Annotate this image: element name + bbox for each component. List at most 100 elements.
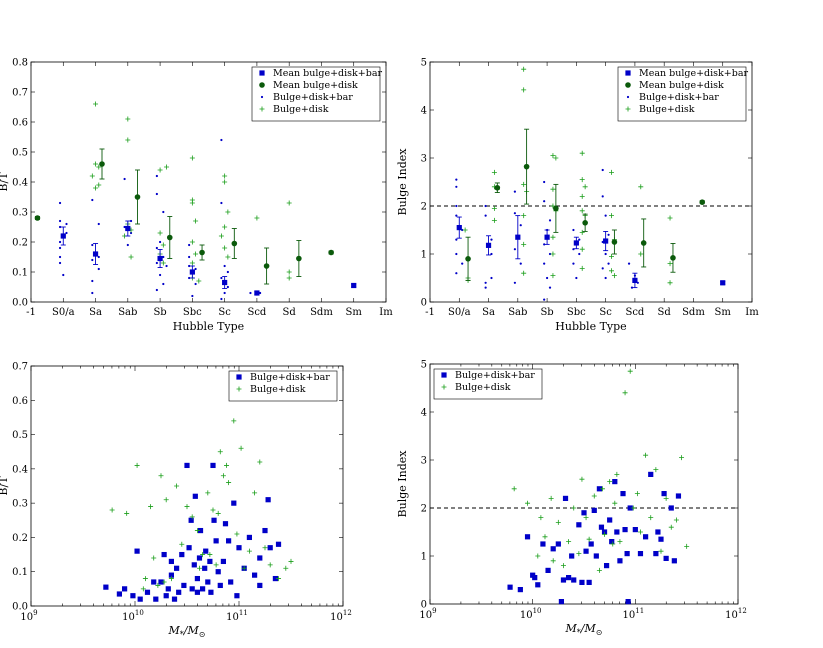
data-point (157, 230, 163, 236)
data-point (103, 584, 109, 590)
data-point (259, 291, 262, 295)
data-point (548, 252, 552, 256)
data-point (513, 212, 516, 215)
data-point (461, 262, 464, 265)
x-tick-exponent: 11 (635, 607, 644, 615)
legend-label: Mean bulge+disk+bar (639, 68, 749, 79)
data-point (262, 545, 268, 551)
data-point (627, 368, 633, 374)
data-point (124, 510, 130, 516)
data-point (456, 225, 462, 231)
legend-frame (617, 66, 747, 122)
data-point (158, 473, 164, 479)
data-point (491, 169, 497, 175)
data-point (168, 572, 174, 578)
data-point (93, 161, 99, 167)
x-axis-label: M*/M⊙ (168, 624, 206, 639)
x-tick-label: Sc (218, 307, 231, 318)
data-point (581, 510, 587, 516)
x-tick-label: Sa (482, 307, 495, 318)
data-point (455, 214, 458, 217)
data-point (484, 204, 487, 208)
data-point (599, 486, 605, 492)
data-point (679, 455, 685, 461)
data-point (162, 282, 165, 286)
series-plus (89, 101, 292, 284)
data-point (130, 593, 136, 599)
legend-label: Bulge+disk (455, 382, 511, 393)
data-point (160, 242, 166, 248)
series-dot (58, 138, 262, 301)
data-point (576, 522, 582, 528)
legend-marker (236, 386, 242, 392)
y-tick-label: 0.5 (12, 430, 28, 441)
x-axis-label: Hubble Type (173, 320, 244, 333)
data-point (148, 504, 154, 510)
x-tick-label: Im (379, 307, 393, 318)
data-point (543, 243, 546, 246)
data-point (579, 476, 585, 482)
x-tick-exponent: 10 (533, 607, 542, 615)
data-point (188, 243, 191, 247)
data-point (122, 586, 128, 592)
data-point (455, 238, 458, 241)
y-tick-label: 0.4 (12, 464, 28, 475)
y-tick-label: 4 (421, 408, 427, 419)
legend-label: Bulge+disk+bar (273, 92, 353, 103)
data-point (222, 224, 228, 230)
data-point (155, 288, 158, 292)
data-point (579, 193, 585, 199)
data-point (257, 459, 263, 465)
data-point (129, 231, 133, 235)
data-point (494, 184, 501, 191)
x-tick-label: Scd (625, 307, 644, 318)
data-point (194, 528, 200, 534)
y-tick-label: 0.5 (12, 148, 28, 159)
data-point (222, 521, 229, 527)
data-point (517, 587, 523, 593)
data-point (272, 575, 278, 582)
data-point (220, 473, 226, 479)
data-point (155, 261, 158, 265)
data-point (511, 486, 517, 492)
data-point (524, 534, 531, 540)
data-point (684, 543, 690, 549)
data-point (663, 555, 669, 561)
data-point (220, 138, 223, 142)
legend-frame (251, 66, 381, 122)
data-point (215, 510, 221, 516)
data-point (607, 233, 610, 236)
data-point (658, 548, 664, 554)
data-point (254, 215, 260, 221)
data-point (484, 214, 487, 217)
data-point (220, 276, 223, 280)
data-point (667, 261, 673, 267)
data-point (553, 205, 559, 212)
data-point (455, 272, 458, 275)
y-axis-label: B/T (0, 172, 10, 192)
data-point (286, 200, 292, 206)
data-point (193, 218, 199, 224)
data-point (137, 596, 143, 602)
data-point (614, 471, 620, 477)
data-point (523, 163, 530, 170)
data-point (608, 213, 614, 219)
data-point (91, 198, 94, 202)
x-label-sun: ⊙ (596, 628, 603, 637)
data-point (200, 586, 206, 592)
data-point (608, 253, 614, 259)
x-tick-exponent: 10 (135, 609, 144, 617)
data-point (608, 268, 614, 274)
data-point (267, 562, 273, 568)
data-point (205, 490, 211, 496)
series-dot (455, 168, 639, 301)
data-point (513, 248, 516, 251)
data-point (569, 553, 575, 559)
data-point (607, 262, 610, 265)
data-point (210, 462, 216, 469)
data-point (637, 551, 644, 557)
data-point (612, 500, 618, 506)
y-tick-label: 0 (421, 298, 427, 309)
data-point (634, 491, 640, 497)
